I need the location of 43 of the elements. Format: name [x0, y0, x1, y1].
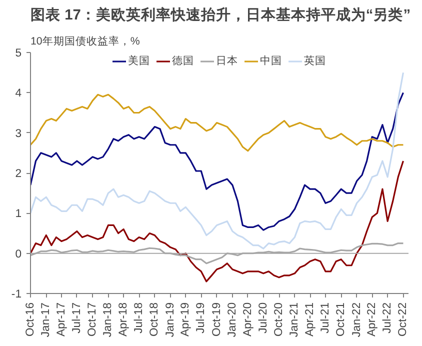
y-tick-label: 0: [15, 248, 22, 260]
x-tick-label: Apr-20: [242, 302, 254, 336]
x-tick-label: Apr-21: [304, 302, 316, 336]
x-tick-label: Apr-22: [366, 302, 378, 336]
y-tick-label: 1: [15, 208, 22, 220]
x-tick-label: Oct-22: [397, 302, 410, 336]
x-tick-label: Jul-19: [195, 302, 208, 334]
x-tick-label: Oct-21: [335, 302, 348, 336]
x-tick-label: Jul-21: [319, 302, 332, 334]
legend-label: 中国: [260, 54, 282, 68]
line-series: [30, 72, 404, 250]
x-tick-label: Jan-21: [288, 302, 301, 338]
x-tick-label: Jul-18: [133, 302, 146, 334]
x-tick-label: Apr-17: [55, 302, 68, 336]
x-tick-label: Apr-19: [180, 302, 192, 336]
x-tick-label: Oct-19: [210, 302, 223, 336]
legend-label: 德国: [172, 54, 194, 68]
x-tick-label: Jul-20: [257, 302, 270, 334]
y-tick-label: -1: [11, 288, 22, 300]
x-tick-label: Oct-18: [148, 302, 161, 336]
x-tick-label: Jan-20: [226, 302, 238, 338]
line-series: [30, 94, 404, 152]
x-tick-label: Jan-17: [40, 302, 52, 338]
y-tick-label: 3: [15, 128, 22, 140]
y-axis-title: 10年期国债收益率，%: [30, 34, 140, 48]
x-tick-label: Apr-18: [118, 302, 130, 336]
x-tick-label: Jan-18: [102, 302, 114, 338]
x-tick-label: Jul-17: [70, 302, 83, 334]
x-tick-label: Oct-20: [273, 302, 286, 336]
y-tick-label: 4: [15, 88, 22, 100]
x-tick-label: Jan-19: [164, 302, 176, 338]
x-tick-label: Oct-16: [24, 302, 36, 336]
x-tick-label: Oct-17: [86, 302, 99, 336]
line-series: [30, 92, 404, 231]
y-tick-label: 5: [15, 48, 22, 60]
legend-label: 日本: [216, 54, 238, 68]
x-tick-label: Jul-22: [382, 302, 394, 334]
legend-label: 美国: [128, 54, 150, 68]
y-tick-label: 2: [15, 168, 22, 180]
line-series: [30, 160, 404, 282]
x-tick-label: Jan-22: [350, 302, 363, 338]
legend-label: 英国: [304, 54, 326, 68]
chart-title: 图表 17：美欧英利率快速抬升，日本基本持平成为“另类”: [30, 6, 411, 24]
